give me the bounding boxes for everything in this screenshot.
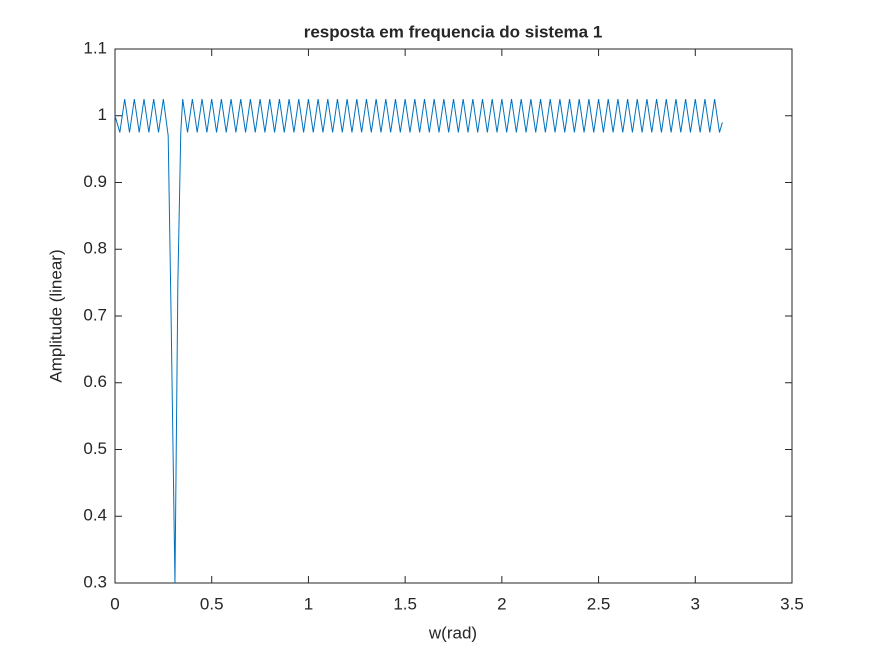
y-tick-label: 0.6	[83, 372, 107, 391]
x-tick-label: 3	[691, 594, 700, 613]
x-tick-label: 1	[304, 594, 313, 613]
x-tick-label: 2.5	[587, 594, 611, 613]
x-tick-label: 0.5	[200, 594, 224, 613]
chart-title: resposta em frequencia do sistema 1	[304, 22, 603, 41]
y-tick-label: 0.4	[83, 506, 107, 525]
x-tick-label: 1.5	[393, 594, 417, 613]
x-tick-label: 2	[497, 594, 506, 613]
y-tick-label: 1.1	[83, 38, 107, 57]
y-tick-label: 0.8	[83, 239, 107, 258]
y-tick-label: 0.3	[83, 572, 107, 591]
y-tick-label: 0.9	[83, 172, 107, 191]
y-tick-label: 0.5	[83, 439, 107, 458]
line-series	[114, 98, 723, 584]
x-tick-label: 3.5	[780, 594, 804, 613]
y-tick-label: 1	[98, 105, 107, 124]
y-tick-label: 0.7	[83, 305, 107, 324]
y-axis-label: Amplitude (linear)	[46, 249, 65, 382]
x-axis-label: w(rad)	[428, 623, 477, 642]
x-tick-label: 0	[110, 594, 119, 613]
